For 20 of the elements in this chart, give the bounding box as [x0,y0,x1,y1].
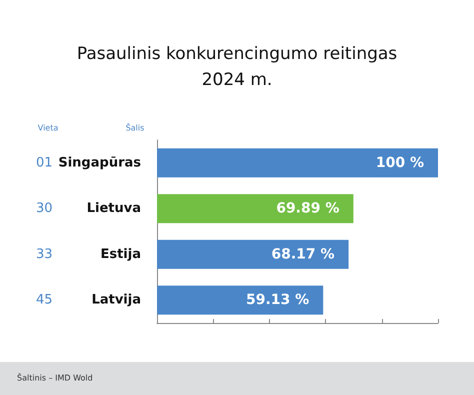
y-tick-label: Estija [100,246,141,262]
text: 33 [36,246,53,262]
data-label: 100 % [376,154,424,171]
bar [157,148,438,178]
text: 01 [36,155,53,170]
chart-title: Pasaulinis konkurencingumo reitingas 2024 m. [76,44,398,90]
y-tick-label: Lietuva [86,201,141,216]
text: Vieta [38,124,58,132]
text: 30 [36,201,53,216]
bar [157,286,324,315]
data-label: 68.17 % [271,246,335,262]
bar [157,240,349,269]
text: Šaltinis – IMD Wold [17,372,93,382]
bar [157,194,354,224]
data-label: 59.13 % [246,292,310,308]
y-tick-label: Singapūras [58,155,142,170]
text: 45 [36,292,53,308]
text: Šalis [126,122,144,132]
y-tick-label: Latvija [92,292,141,308]
data-label: 69.89 % [276,200,340,217]
